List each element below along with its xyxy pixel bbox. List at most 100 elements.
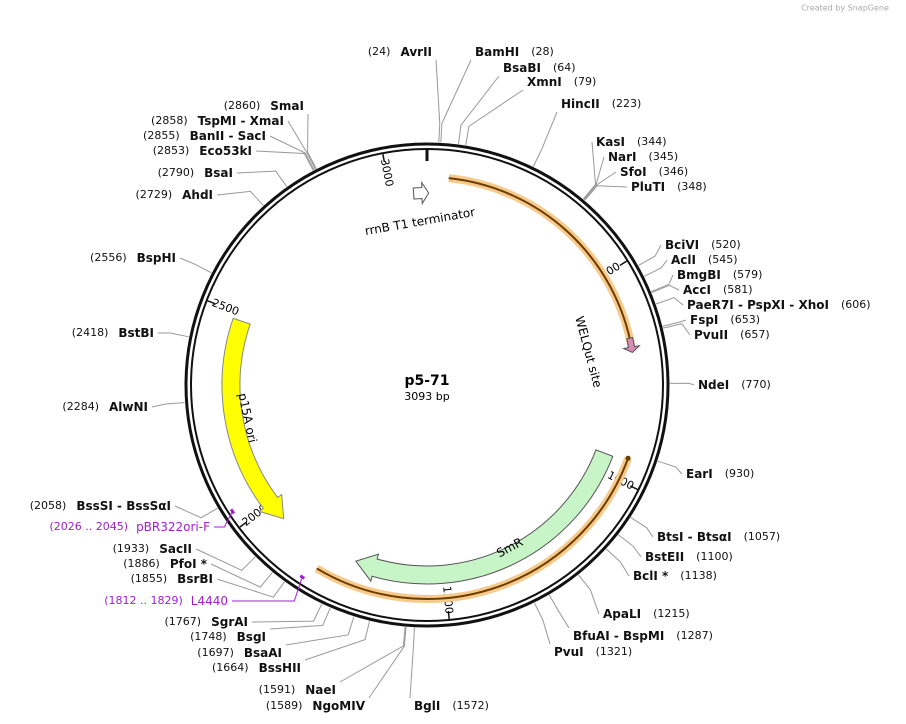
site-leader (307, 113, 317, 169)
site-position: (344) (637, 135, 667, 148)
site-leader (174, 505, 218, 519)
site-name: BssHII (259, 661, 301, 675)
primer-mark (299, 574, 306, 580)
site-leader (251, 603, 323, 623)
site-leader (644, 259, 668, 277)
site-label: (1933) SacII (113, 542, 192, 556)
site-leader (216, 578, 285, 598)
site-name: BsgI (237, 630, 266, 644)
site-leader (435, 59, 441, 143)
site-name: KasI (596, 135, 625, 149)
site-position: (1664) (212, 661, 249, 674)
site-name: NaeI (305, 683, 336, 697)
site-name: AclI (671, 253, 696, 267)
site-label: (2284) AlwNI (62, 400, 148, 414)
site-leader (548, 594, 570, 629)
site-name: HincII (561, 97, 600, 111)
orf-glow (448, 174, 636, 350)
site-position: (1321) (596, 645, 633, 658)
site-position: (520) (711, 238, 741, 251)
site-label: BtsI - BtsαI (1057) (657, 530, 780, 544)
site-position: (2860) (224, 99, 261, 112)
site-position: (64) (553, 61, 576, 74)
site-label: BciVI (520) (665, 238, 741, 252)
primer-label: (1812 .. 1829) L4440 (104, 594, 228, 608)
site-name: BamHI (475, 45, 519, 59)
orf-line (316, 457, 630, 600)
site-position: (930) (725, 467, 755, 480)
site-name: BmgBI (677, 268, 721, 282)
ruler-tick (382, 154, 386, 163)
site-label: (1697) BsaAI (197, 646, 282, 660)
site-position: (1589) (266, 699, 303, 712)
site-label: EarI (930) (686, 467, 754, 481)
site-label: NarI (345) (608, 150, 678, 164)
site-label: BsaBI (64) (503, 61, 576, 75)
site-position: (1767) (165, 615, 202, 628)
site-label: AclI (545) (671, 253, 738, 267)
site-position: (2556) (90, 251, 127, 264)
site-name: NdeI (698, 378, 729, 392)
site-position: (2284) (62, 400, 99, 413)
site-name: XmnI (527, 75, 562, 89)
site-name: BglI (414, 699, 440, 713)
ruler-label: 3000 (378, 158, 396, 188)
site-name: Eco53kI (199, 144, 252, 158)
site-leader (157, 332, 189, 338)
site-label: (1886) PfoI * (123, 557, 207, 571)
site-position: (79) (574, 75, 597, 88)
site-name: BsaAI (244, 646, 282, 660)
site-label: PaeR7I - PspXI - XhoI (606) (687, 298, 871, 312)
site-position: (223) (612, 97, 642, 110)
site-label: (2853) Eco53kI (153, 144, 252, 158)
site-leader (655, 297, 684, 306)
site-position: (346) (659, 165, 689, 178)
site-position: (2729) (136, 188, 173, 201)
site-position: (1591) (259, 683, 296, 696)
site-position: (1287) (676, 629, 713, 642)
site-name: PluTI (631, 180, 665, 194)
site-leader (638, 244, 662, 266)
site-label: (1664) BssHII (212, 661, 301, 675)
site-position: (1886) (123, 557, 160, 570)
site-position: (1138) (680, 569, 717, 582)
site-position: (1697) (197, 646, 234, 659)
feature-smr (354, 449, 614, 585)
site-position: (579) (733, 268, 763, 281)
site-label: AccI (581) (683, 283, 753, 297)
site-label: XmnI (79) (527, 75, 596, 89)
site-label: NdeI (770) (698, 378, 771, 392)
ruler-tick (447, 610, 450, 620)
site-label: (2855) BanII - SacI (143, 129, 266, 143)
site-name: BanII - SacI (190, 129, 266, 143)
site-position: (1933) (113, 542, 150, 555)
site-name: AccI (683, 283, 711, 297)
feature-p15a (221, 317, 285, 520)
plasmid-name: p5-71 (404, 373, 449, 389)
site-name: BsaBI (503, 61, 541, 75)
site-label: BglI (1572) (414, 699, 489, 713)
site-name: PvuII (694, 328, 728, 342)
site-position: (581) (723, 283, 753, 296)
site-name: ApaLI (603, 607, 641, 621)
site-leader (584, 185, 628, 201)
site-name: PvuI (554, 645, 584, 659)
site-label: (1767) SgrAI (165, 615, 248, 629)
primer-leader (232, 576, 303, 602)
site-label: (1855) BsrBI (131, 572, 213, 586)
site-leader (465, 89, 524, 146)
feature-label: rrnB T1 terminator (364, 205, 476, 238)
primer-range: (2026 .. 2045) (50, 520, 129, 533)
site-leader (662, 319, 687, 327)
site-name: NarI (608, 150, 637, 164)
site-leader (255, 150, 314, 171)
site-leader (578, 574, 600, 615)
site-position: (1572) (452, 699, 489, 712)
plasmid-length: 3093 bp (404, 390, 449, 403)
feature-welqut (621, 336, 641, 354)
site-leader (651, 274, 674, 293)
site-leader (651, 284, 680, 293)
site-name: SgrAI (211, 615, 248, 629)
site-position: (657) (740, 328, 770, 341)
